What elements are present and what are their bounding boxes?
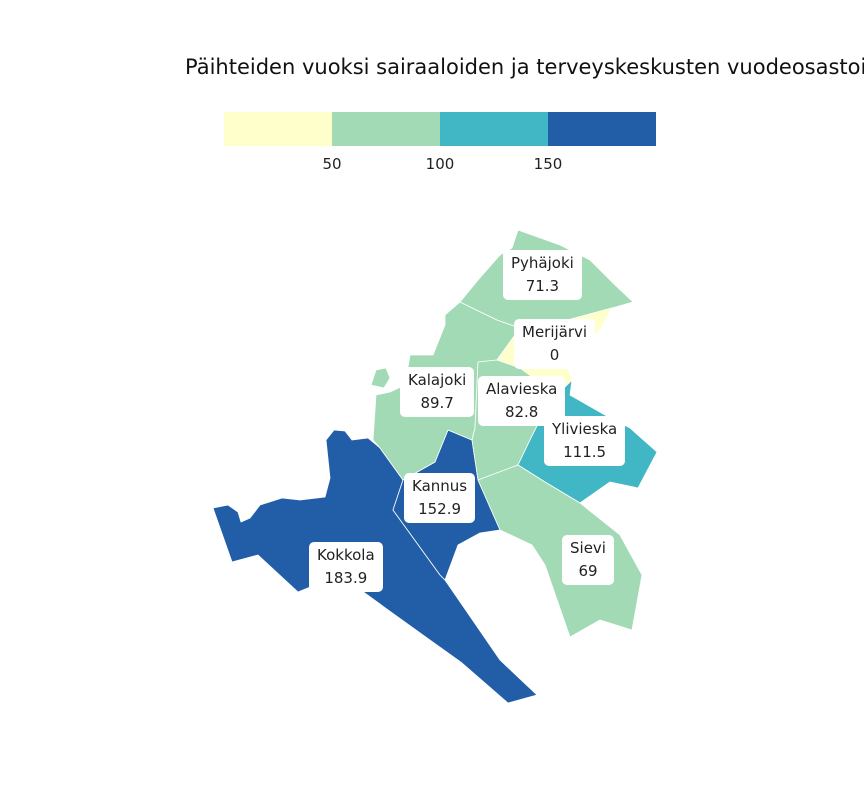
label-merijarvi: Merijärvi 0 [514,319,596,369]
region-sievi[interactable] [477,464,643,638]
region-name: Ylivieska [552,420,618,438]
region-value: 69 [578,562,598,580]
region-name: Merijärvi [522,323,588,341]
region-name: Kalajoki [408,371,467,389]
label-ylivieska: Ylivieska 111.5 [544,416,626,466]
region-value: 111.5 [563,443,607,461]
region-value: 183.9 [324,569,368,587]
color-legend: 50 100 150 [224,112,656,173]
legend-bin-1 [224,112,332,146]
region-value: 152.9 [418,500,462,518]
label-kalajoki: Kalajoki 89.7 [400,367,475,417]
label-pyhajoki: Pyhäjoki 71.3 [503,250,582,300]
region-name: Sievi [570,539,606,557]
label-kokkola: Kokkola 183.9 [309,542,383,592]
region-value: 71.3 [525,277,560,295]
region-kalajoki-island[interactable] [370,367,391,389]
region-name: Alavieska [486,380,558,398]
map-title: Päihteiden vuoksi sairaaloiden ja tervey… [185,55,864,79]
legend-bin-3 [440,112,548,146]
region-value: 89.7 [420,394,454,412]
legend-tick-100: 100 [426,155,455,173]
legend-bin-4 [548,112,656,146]
region-name: Pyhäjoki [511,254,574,272]
region-name: Kannus [412,477,468,495]
legend-tick-150: 150 [534,155,563,173]
region-value: 0 [549,346,560,364]
region-value: 82.8 [504,403,539,421]
region-name: Kokkola [317,546,375,564]
label-kannus: Kannus 152.9 [404,473,476,523]
legend-bin-2 [332,112,440,146]
label-sievi: Sievi 69 [562,535,614,585]
legend-tick-50: 50 [322,155,341,173]
